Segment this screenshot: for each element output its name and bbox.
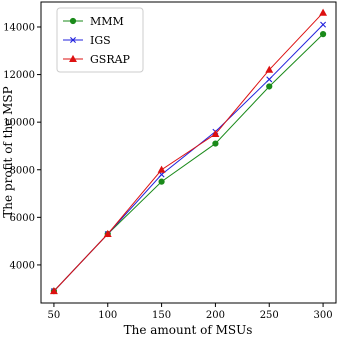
y-tick-label: 6000 xyxy=(10,213,35,224)
data-point-gsrap xyxy=(211,129,220,138)
x-tick-label: 200 xyxy=(206,310,225,321)
data-point-igs xyxy=(158,171,165,178)
data-point-gsrap xyxy=(157,165,166,173)
x-tick-label: 50 xyxy=(48,310,61,321)
data-point-gsrap xyxy=(265,65,274,73)
data-point-gsrap xyxy=(49,286,58,295)
x-tick-label: 300 xyxy=(314,310,333,321)
series-line-gsrap xyxy=(53,12,324,292)
y-tick-label: 14000 xyxy=(3,22,35,33)
legend-label-gsrap: GSRAP xyxy=(90,53,131,66)
y-tick-label: 8000 xyxy=(10,165,35,176)
x-tick-label: 100 xyxy=(98,310,117,321)
legend-marker-mmm xyxy=(69,17,77,25)
data-point-mmm xyxy=(212,140,219,147)
data-point-gsrap xyxy=(103,229,112,237)
legend-label-igs: IGS xyxy=(90,34,111,47)
data-point-mmm xyxy=(158,178,165,185)
y-axis-ticks: 4000 6000 8000 10000 12000 14000 xyxy=(3,22,41,271)
data-point-mmm xyxy=(319,31,327,38)
data-point-igs xyxy=(320,21,327,28)
x-tick-label: 150 xyxy=(152,310,171,321)
y-tick-label: 4000 xyxy=(10,260,35,271)
x-tick-label: 250 xyxy=(260,310,279,321)
legend-marker-gsrap xyxy=(69,54,77,62)
y-axis-label: The profit of the MSP xyxy=(1,86,15,217)
x-axis-label: The amount of MSUs xyxy=(124,323,253,337)
x-axis-ticks: 50 100 150 200 250 300 xyxy=(48,303,333,321)
data-point-igs xyxy=(266,76,273,83)
legend-box xyxy=(56,7,144,73)
legend-label-mmm: MMM xyxy=(90,15,124,28)
data-point-gsrap xyxy=(319,8,328,16)
series-layer xyxy=(49,8,328,295)
legend-marker-igs xyxy=(70,37,76,43)
y-tick-label: 12000 xyxy=(3,70,35,81)
legend: MMM IGS GSRAP xyxy=(56,7,144,73)
y-tick-label: 10000 xyxy=(3,118,35,129)
data-point-mmm xyxy=(266,83,273,90)
